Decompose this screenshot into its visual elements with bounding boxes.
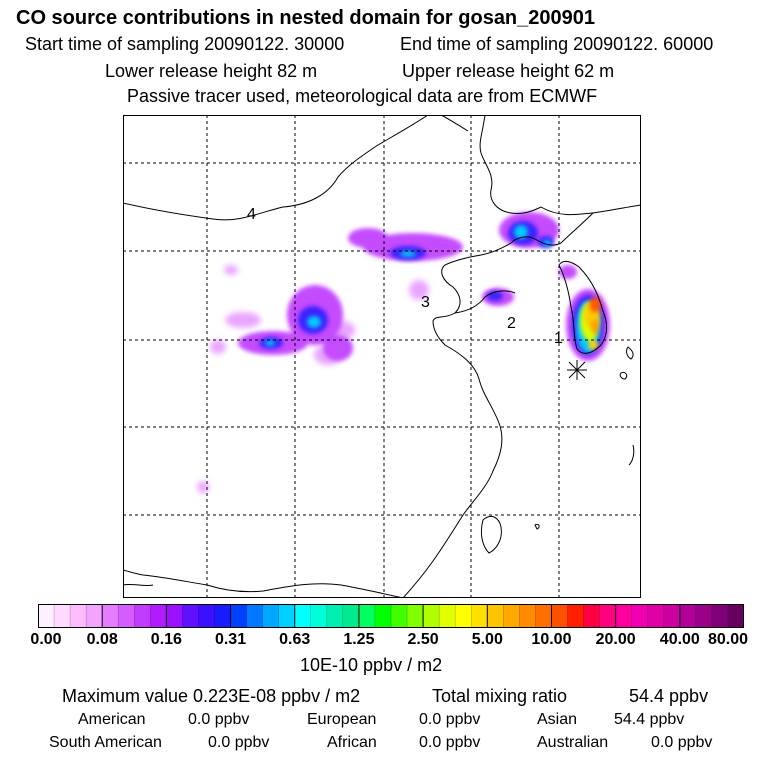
- colorbar-cell: [391, 604, 408, 628]
- colorbar-cell: [695, 604, 713, 628]
- colorbar-cell: [342, 604, 360, 628]
- colorbar: [38, 604, 744, 628]
- contribution-value: 0.0 ppbv: [651, 734, 713, 751]
- map-panel: 1 2 3 4: [123, 115, 641, 598]
- colorbar-tick-label: 0.63: [279, 631, 311, 648]
- colorbar-cell: [599, 604, 617, 628]
- colorbar-cell: [711, 604, 729, 628]
- total-mixing-ratio-label: Total mixing ratio: [432, 686, 568, 706]
- colorbar-cell: [118, 604, 135, 628]
- contribution-value: 0.0 ppbv: [419, 734, 481, 751]
- upper-release-height: Upper release height 62 m: [402, 61, 615, 81]
- tracer-info: Passive tracer used, meteorological data…: [127, 86, 598, 106]
- colorbar-cell: [182, 604, 199, 628]
- colorbar-cell: [631, 604, 649, 628]
- colorbar-cell: [278, 604, 296, 628]
- colorbar-tick-label: 80.00: [707, 631, 749, 648]
- colorbar-cell: [503, 604, 520, 628]
- colorbar-cell: [230, 604, 247, 628]
- colorbar-cell: [615, 604, 633, 628]
- receptor-marker: [567, 360, 587, 380]
- region-label-1: 1: [554, 330, 563, 347]
- colorbar-cell: [134, 604, 151, 628]
- region-labels: 1 2 3 4: [247, 206, 563, 347]
- region-label-4: 4: [247, 206, 256, 223]
- plot-title: CO source contributions in nested domain…: [16, 7, 596, 29]
- contribution-value: 54.4 ppbv: [614, 711, 685, 728]
- colorbar-cell: [326, 604, 344, 628]
- colorbar-cell: [38, 604, 55, 628]
- colorbar-tick-label: 5.00: [471, 631, 503, 648]
- colorbar-cell: [663, 604, 681, 628]
- start-time-label: Start time of sampling 20090122. 30000: [25, 34, 345, 54]
- contribution-name: American: [78, 711, 146, 728]
- colorbar-tick-label: 2.50: [407, 631, 439, 648]
- colorbar-cell: [519, 604, 536, 628]
- end-time-label: End time of sampling 20090122. 60000: [400, 34, 714, 54]
- colorbar-cell: [294, 604, 312, 628]
- colorbar-cell: [471, 604, 488, 628]
- colorbar-cell: [246, 604, 264, 628]
- colorbar-cell: [455, 604, 472, 628]
- colorbar-tick-label: 0.31: [214, 631, 247, 648]
- total-mixing-ratio-value: 54.4 ppbv: [629, 686, 709, 706]
- concentration-plume: [197, 212, 610, 493]
- colorbar-tick-label: 0.08: [86, 631, 118, 648]
- colorbar-cell: [583, 604, 600, 628]
- colorbar-cell: [214, 604, 231, 628]
- lower-release-height: Lower release height 82 m: [105, 61, 318, 81]
- contribution-name: Asian: [537, 711, 578, 728]
- colorbar-cell: [262, 604, 280, 628]
- colorbar-cell: [679, 604, 697, 628]
- colorbar-tick-label: 0.16: [150, 631, 182, 648]
- colorbar-tick-label: 1.25: [343, 631, 375, 648]
- colorbar-cell: [86, 604, 103, 628]
- graticule: [123, 115, 641, 598]
- contribution-name: European: [307, 711, 377, 728]
- colorbar-cell: [535, 604, 552, 628]
- colorbar-cell: [551, 604, 568, 628]
- map-frame: [123, 115, 641, 598]
- colorbar-cell: [358, 604, 376, 628]
- colorbar-cell: [647, 604, 665, 628]
- colorbar-tick-label: 0.00: [30, 631, 62, 648]
- colorbar-cell: [54, 604, 71, 628]
- colorbar-cell: [487, 604, 504, 628]
- colorbar-cell: [102, 604, 119, 628]
- colorbar-cell: [70, 604, 87, 628]
- colorbar-cell: [198, 604, 215, 628]
- contribution-name: Australian: [537, 734, 609, 751]
- contribution-value: 0.0 ppbv: [188, 711, 250, 728]
- contribution-name: South American: [49, 734, 162, 751]
- maximum-value: Maximum value 0.223E-08 ppbv / m2: [62, 686, 361, 706]
- colorbar-cell: [567, 604, 584, 628]
- colorbar-tick-label: 20.00: [595, 631, 636, 648]
- contribution-value: 0.0 ppbv: [208, 734, 270, 751]
- colorbar-cell: [374, 604, 392, 628]
- contribution-name: African: [327, 734, 377, 751]
- colorbar-tick-label: 10.00: [531, 631, 572, 648]
- colorbar-cell: [407, 604, 424, 628]
- region-label-3: 3: [421, 294, 430, 311]
- colorbar-cell: [423, 604, 440, 628]
- colorbar-cell: [727, 604, 744, 628]
- colorbar-tick-label: 40.00: [659, 631, 700, 648]
- region-label-2: 2: [507, 315, 516, 332]
- contribution-value: 0.0 ppbv: [419, 711, 481, 728]
- colorbar-cell: [310, 604, 328, 628]
- coastlines: [123, 115, 641, 598]
- colorbar-cell: [166, 604, 183, 628]
- colorbar-cell: [439, 604, 456, 628]
- colorbar-cell: [150, 604, 167, 628]
- colorbar-unit: 10E-10 ppbv / m2: [300, 655, 443, 675]
